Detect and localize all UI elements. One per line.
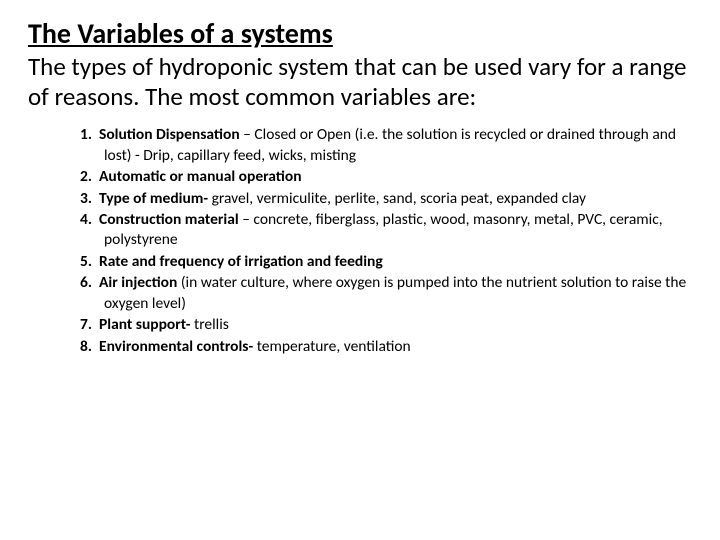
list-item: 2. Automatic or manual operation (80, 167, 692, 187)
item-lead: Rate and frequency of irrigation and fee… (99, 252, 383, 271)
item-number: 1. (80, 125, 92, 144)
item-number: 5. (80, 252, 92, 271)
item-number: 3. (80, 189, 92, 208)
item-number: 4. (80, 210, 92, 229)
variables-list: 1. Solution Dispensation – Closed or Ope… (28, 125, 692, 357)
item-rest: temperature, ventilation (253, 337, 410, 356)
item-rest: gravel, vermiculite, perlite, sand, scor… (208, 189, 586, 208)
item-number: 8. (80, 337, 92, 356)
item-lead: Air injection (99, 273, 177, 292)
item-lead: Solution Dispensation (99, 125, 240, 144)
item-lead: Type of medium- (99, 189, 208, 208)
page-title: The Variables of a systems (28, 18, 692, 50)
list-item: 5. Rate and frequency of irrigation and … (80, 252, 692, 272)
item-lead: Automatic or manual operation (99, 167, 302, 186)
item-number: 2. (80, 167, 92, 186)
item-number: 6. (80, 273, 92, 292)
list-item: 7. Plant support- trellis (80, 315, 692, 335)
item-lead: Construction material (99, 210, 239, 229)
item-rest: trellis (191, 315, 229, 334)
item-lead: Environmental controls- (99, 337, 253, 356)
list-item: 4. Construction material – concrete, fib… (80, 210, 692, 251)
list-item: 1. Solution Dispensation – Closed or Ope… (80, 125, 692, 166)
item-lead: Plant support- (99, 315, 190, 334)
intro-paragraph: The types of hydroponic system that can … (28, 52, 692, 111)
list-item: 8. Environmental controls- temperature, … (80, 337, 692, 357)
list-item: 6. Air injection (in water culture, wher… (80, 273, 692, 314)
item-rest: (in water culture, where oxygen is pumpe… (104, 273, 686, 312)
list-item: 3. Type of medium- gravel, vermiculite, … (80, 189, 692, 209)
item-number: 7. (80, 315, 92, 334)
